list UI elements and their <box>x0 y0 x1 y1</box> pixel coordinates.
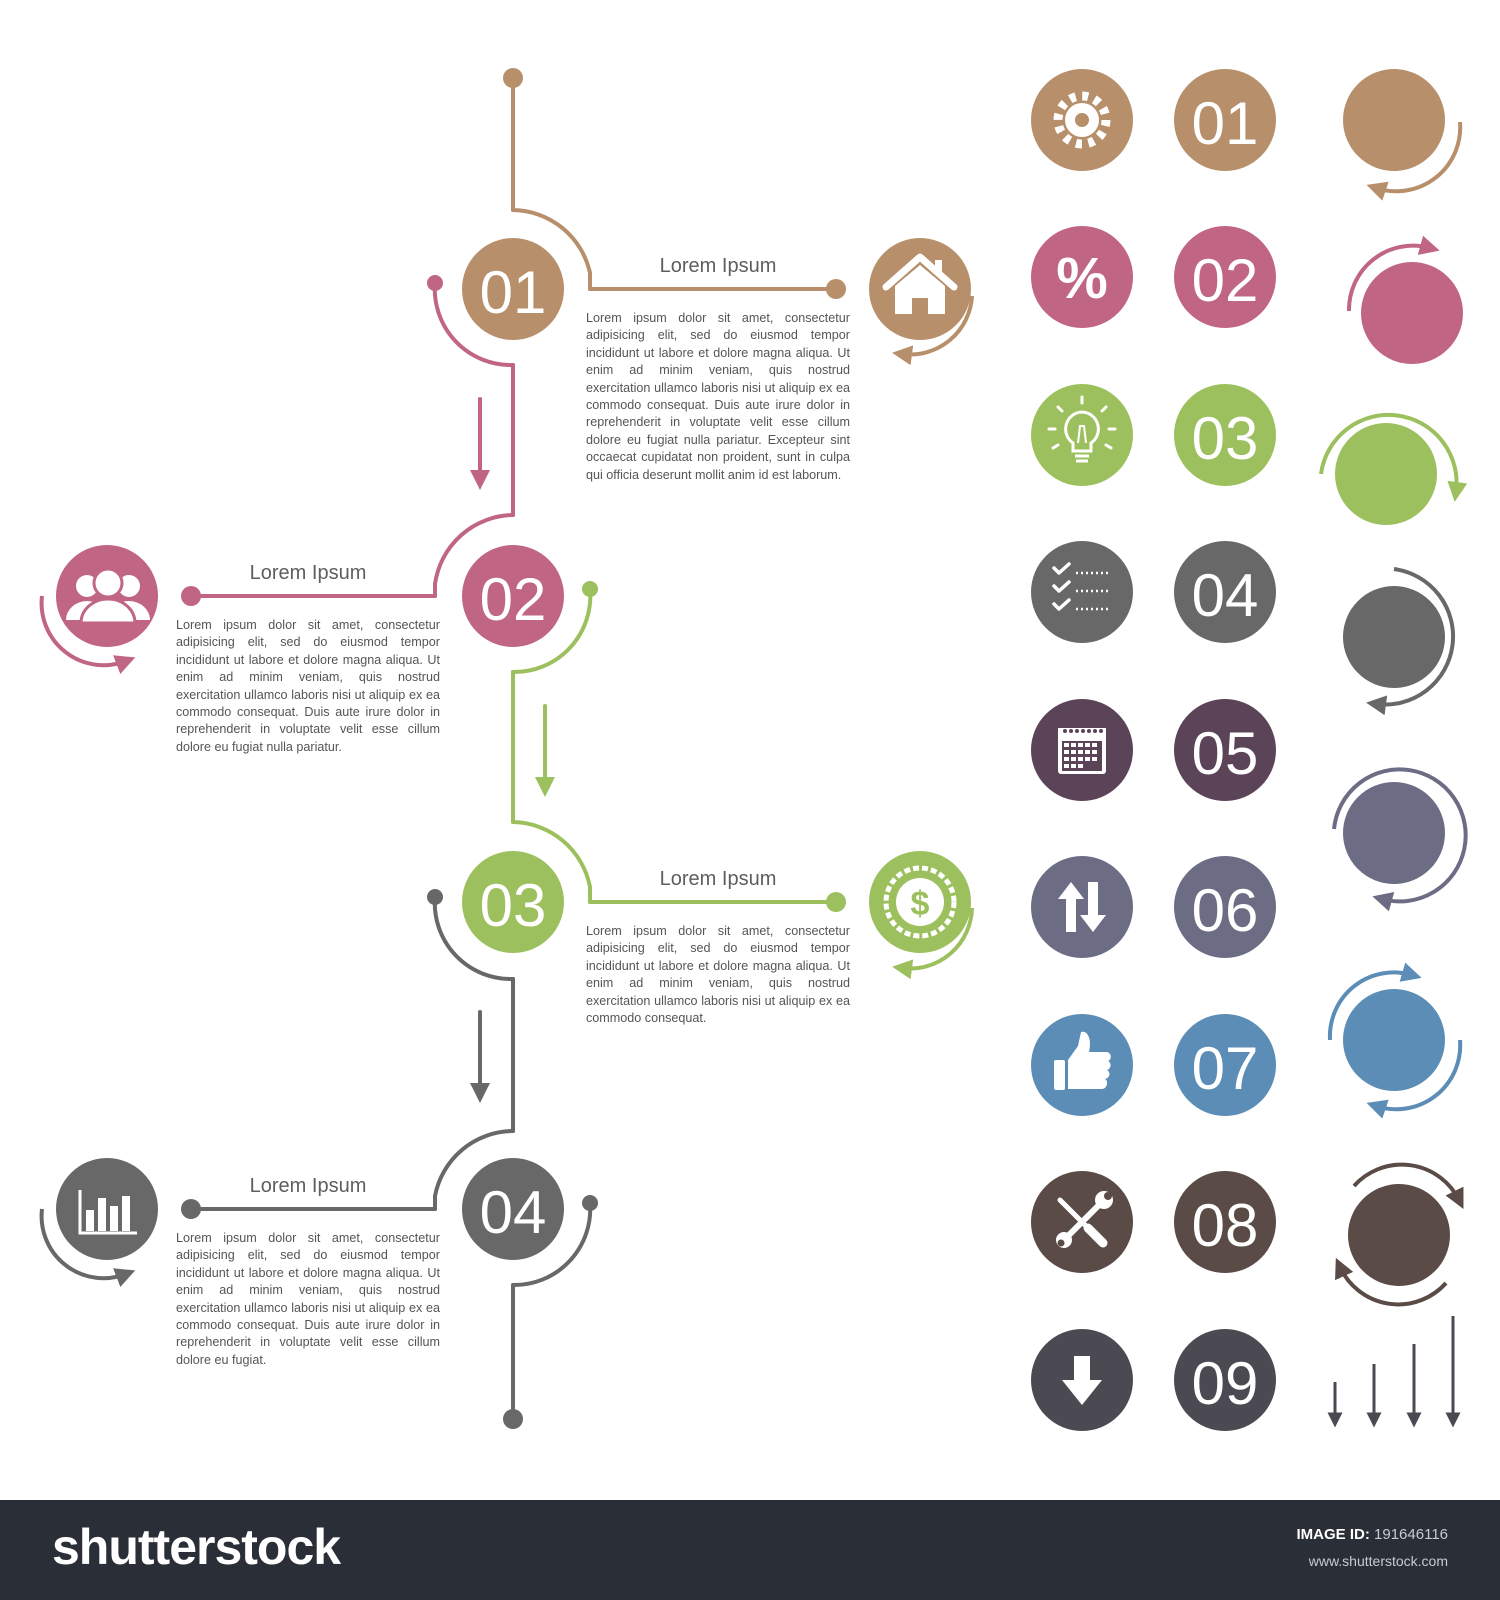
timeline-connectors <box>181 68 846 1429</box>
step-4-description: Lorem ipsum dolor sit amet, consectetur … <box>176 1231 440 1367</box>
number-badge-label-7: 07 <box>1192 1035 1259 1102</box>
connector-step-1 <box>503 68 846 299</box>
step-node-3: 03 <box>462 851 564 953</box>
step-number-2: 02 <box>480 566 547 633</box>
image-id-value: 191646116 <box>1374 1526 1448 1543</box>
icon-set-glyphs: % <box>1031 69 1133 1431</box>
step-2-description: Lorem ipsum dolor sit amet, consectetur … <box>176 618 440 754</box>
cycle-circle-green <box>1319 412 1468 525</box>
icon-set-numbers: 01 02 03 04 05 06 07 08 09 <box>1174 69 1276 1431</box>
thumbs-up-icon <box>1031 1014 1133 1116</box>
down-arrow-icon <box>1031 1329 1133 1431</box>
step-1-title: Lorem Ipsum <box>659 255 777 277</box>
house-icon <box>869 238 974 366</box>
number-badge-label-1: 01 <box>1192 90 1259 157</box>
cycle-circle-darkbrown <box>1335 1162 1464 1307</box>
image-id: IMAGE ID: 191646116 <box>1297 1526 1448 1543</box>
number-badge-9: 09 <box>1174 1329 1276 1431</box>
svg-text:%: % <box>1056 246 1108 311</box>
svg-text:$: $ <box>911 885 930 923</box>
site-url[interactable]: www.shutterstock.com <box>1308 1553 1448 1569</box>
image-id-label: IMAGE ID: <box>1296 1526 1370 1543</box>
number-badge-2: 02 <box>1174 226 1276 328</box>
number-badge-3: 03 <box>1174 384 1276 486</box>
step-node-4: 04 <box>462 1158 564 1260</box>
infographic-graphics: 01 02 03 04 $ <box>39 68 1468 1431</box>
cycle-circle-brown <box>1343 69 1463 201</box>
number-badge-6: 06 <box>1174 856 1276 958</box>
icon-set-cycle-circles <box>1319 69 1468 1428</box>
step-3-description: Lorem ipsum dolor sit amet, consectetur … <box>586 924 850 1026</box>
arrow-set <box>1327 1316 1461 1428</box>
number-badge-label-3: 03 <box>1192 405 1259 472</box>
step-node-1: 01 <box>462 238 564 340</box>
step-4-title: Lorem Ipsum <box>249 1175 367 1197</box>
number-badge-8: 08 <box>1174 1171 1276 1273</box>
number-badge-label-4: 04 <box>1192 562 1259 629</box>
number-badge-label-5: 05 <box>1192 720 1259 787</box>
cycle-circle-blue <box>1327 962 1463 1119</box>
step-number-1: 01 <box>480 259 547 326</box>
number-badge-label-9: 09 <box>1192 1350 1259 1417</box>
connector-step-3 <box>511 581 846 912</box>
cycle-circle-gray <box>1343 567 1456 716</box>
footer-bar: shutterstock IMAGE ID: 191646116 www.shu… <box>0 1500 1500 1600</box>
number-badge-label-2: 02 <box>1192 247 1259 314</box>
step-number-3: 03 <box>480 872 547 939</box>
bar-chart-icon <box>39 1158 158 1287</box>
number-badge-5: 05 <box>1174 699 1276 801</box>
step-node-2: 02 <box>462 545 564 647</box>
percent-icon: % <box>1031 226 1133 328</box>
step-1-description: Lorem ipsum dolor sit amet, consectetur … <box>586 311 850 482</box>
cycle-circle-slate <box>1332 767 1468 912</box>
number-badge-label-6: 06 <box>1192 877 1259 944</box>
number-badge-4: 04 <box>1174 541 1276 643</box>
connector-step-4 <box>181 889 598 1429</box>
checklist-icon <box>1031 541 1133 643</box>
gear-icon <box>1031 69 1133 171</box>
step-3-title: Lorem Ipsum <box>659 868 777 890</box>
dollar-icon: $ <box>869 851 974 980</box>
number-badge-1: 01 <box>1174 69 1276 171</box>
cycle-circle-pink <box>1346 235 1463 364</box>
number-badge-label-8: 08 <box>1192 1192 1259 1259</box>
up-down-arrows-icon <box>1031 856 1133 958</box>
people-icon <box>39 545 158 674</box>
step-number-4: 04 <box>480 1179 547 1246</box>
lightbulb-icon <box>1031 384 1133 486</box>
number-badge-7: 07 <box>1174 1014 1276 1116</box>
brand-logo[interactable]: shutterstock <box>52 1519 341 1575</box>
tools-icon <box>1031 1171 1133 1273</box>
step-2-title: Lorem Ipsum <box>249 562 367 584</box>
calendar-icon <box>1031 699 1133 801</box>
connector-step-2 <box>181 275 515 606</box>
